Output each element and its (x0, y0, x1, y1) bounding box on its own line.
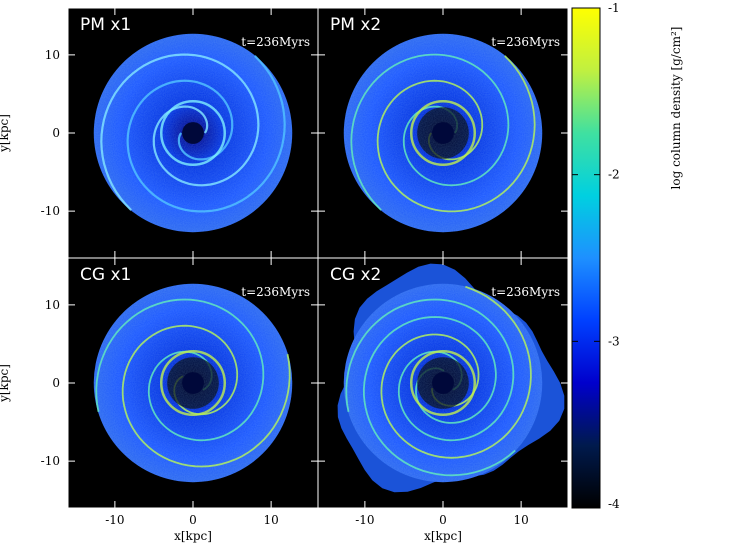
panel-title: CG x1 (80, 265, 131, 285)
colorbar-tick-label: -4 (608, 497, 620, 511)
x-tick-label: -10 (105, 513, 124, 527)
galaxy-disk (337, 263, 565, 493)
spiral-arm (350, 53, 510, 211)
x-tick-label: 0 (439, 513, 447, 527)
galaxy-disk (93, 33, 293, 233)
y-tick-label: -10 (41, 204, 60, 218)
panel-title: CG x2 (330, 265, 381, 285)
y-axis-label: y[kpc] (0, 364, 11, 403)
spiral-arm (380, 285, 532, 459)
panel-cg-x2: CG x2 t=236Myrs (318, 258, 568, 508)
x-tick-label: 10 (263, 513, 278, 527)
spiral-arm (126, 55, 286, 213)
y-tick-label: 0 (52, 126, 60, 140)
colorbar-tick-label: -3 (608, 334, 620, 348)
colorbar-tick-label: -2 (608, 168, 620, 182)
panel-title: PM x1 (80, 15, 131, 35)
x-tick-label: 0 (189, 513, 197, 527)
y-tick-label: 10 (45, 48, 60, 62)
panel-cg-x1: CG x1 t=236Myrs (68, 258, 318, 508)
panel-time-label: t=236Myrs (491, 35, 560, 49)
spiral-arm (363, 316, 516, 477)
spiral-arm (345, 298, 515, 442)
spiral-arm (100, 53, 260, 211)
y-tick-label: 10 (45, 298, 60, 312)
panel-time-label: t=236Myrs (241, 35, 310, 49)
spiral-arm (95, 298, 265, 442)
panel-time-label: t=236Myrs (241, 285, 310, 299)
panel-pm-x1: PM x1 t=236Myrs (68, 8, 318, 258)
x-tick-label: -10 (355, 513, 374, 527)
spiral-arm (121, 324, 291, 468)
colorbar-label: log column density [g/cm²] (669, 27, 683, 190)
y-tick-label: -10 (41, 454, 60, 468)
galaxy-disk (343, 33, 543, 233)
x-tick-label: 10 (513, 513, 528, 527)
x-axis-label: x[kpc] (174, 529, 212, 543)
panel-pm-x2: PM x2 t=236Myrs (318, 8, 568, 258)
spiral-arm (376, 55, 536, 213)
galaxy-disk (93, 283, 293, 483)
colorbar-tick-label: -1 (608, 1, 620, 15)
x-axis-label: x[kpc] (424, 529, 462, 543)
y-tick-label: 0 (52, 376, 60, 390)
y-axis-label: y[kpc] (0, 114, 11, 153)
panel-title: PM x2 (330, 15, 381, 35)
colorbar (571, 7, 601, 509)
panel-time-label: t=236Myrs (491, 285, 560, 299)
